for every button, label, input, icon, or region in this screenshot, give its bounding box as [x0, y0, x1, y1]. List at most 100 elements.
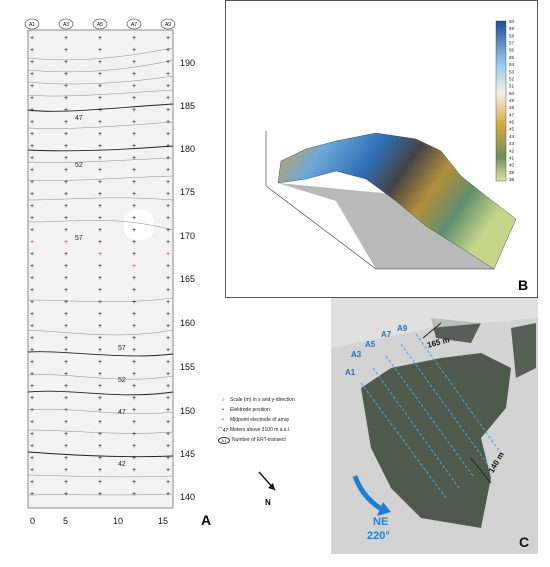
electrode-marker: +	[98, 287, 102, 294]
electrode-marker: +	[132, 203, 136, 210]
contour-label: 47	[75, 115, 83, 122]
electrode-marker: +	[166, 143, 170, 150]
electrode-marker: +	[30, 263, 34, 270]
electrode-marker: +	[30, 287, 34, 294]
legend-item: + Elektrode position	[216, 405, 326, 415]
electrode-marker: +	[64, 407, 68, 414]
electrode-marker: +	[64, 395, 68, 402]
y-tick: 155	[180, 362, 195, 372]
legend-item: A1 Number of ERT-transect	[216, 435, 326, 445]
legend-label: Scale (m) in x and y-direction	[230, 397, 295, 403]
electrode-marker: +	[166, 191, 170, 198]
electrode-marker: +	[166, 47, 170, 54]
electrode-marker: +	[64, 71, 68, 78]
contour-label: 42	[118, 461, 126, 468]
electrode-marker: +	[30, 71, 34, 78]
electrode-marker: +	[30, 275, 34, 282]
colorbar-tick: 46	[509, 120, 515, 125]
electrode-marker: +	[30, 251, 34, 258]
electrode-marker: +	[98, 83, 102, 90]
transect-label: A1	[29, 22, 35, 28]
electrode-marker: +	[64, 119, 68, 126]
electrode-marker: +	[30, 323, 34, 330]
colorbar-tick: 48	[509, 105, 515, 110]
transect-label: A5	[97, 22, 103, 28]
electrode-marker: +	[30, 467, 34, 474]
electrode-marker: +	[132, 107, 136, 114]
legend-label: Number of ERT-transect	[232, 437, 286, 443]
electrode-marker: +	[132, 179, 136, 186]
electrode-marker: +	[30, 371, 34, 378]
electrode-marker: +	[132, 479, 136, 486]
y-tick: 145	[180, 449, 195, 459]
electrode-marker: +	[98, 179, 102, 186]
electrode-marker: +	[166, 479, 170, 486]
legend-item: ○ Scale (m) in x and y-direction	[216, 395, 326, 405]
electrode-marker: +	[132, 275, 136, 282]
electrode-marker: +	[98, 275, 102, 282]
electrode-marker: +	[64, 323, 68, 330]
rock-outcrop	[361, 353, 511, 528]
electrode-marker: +	[98, 443, 102, 450]
electrode-marker: +	[98, 263, 102, 270]
electrode-marker: +	[132, 191, 136, 198]
electrode-marker: +	[98, 359, 102, 366]
electrode-marker: +	[64, 251, 68, 258]
colorbar-tick: 56	[509, 48, 515, 53]
electrode-marker: +	[98, 323, 102, 330]
electrode-marker: +	[98, 431, 102, 438]
colorbar-tick: 59	[509, 26, 515, 31]
x-axis-ticks: 0 5 10 15	[30, 516, 168, 526]
x-tick: 0	[30, 516, 35, 526]
panel-letter-c: C	[519, 534, 530, 550]
colorbar-tick: 50	[509, 91, 515, 96]
electrode-marker: +	[98, 227, 102, 234]
contour-lines	[27, 47, 174, 496]
electrode-marker: +	[64, 215, 68, 222]
electrode-marker: +	[132, 35, 136, 42]
electrode-marker: +	[64, 167, 68, 174]
electrode-marker: +	[98, 491, 102, 498]
transect-label: A5	[365, 340, 376, 349]
y-tick: 165	[180, 274, 195, 284]
electrode-marker: +	[64, 359, 68, 366]
colorbar-tick: 54	[509, 62, 515, 67]
electrode-marker: +	[30, 455, 34, 462]
direction-label: NE	[373, 516, 389, 528]
electrode-marker: +	[64, 191, 68, 198]
electrode-marker: +	[98, 59, 102, 66]
transect-marker	[92, 18, 108, 30]
electrode-marker: +	[98, 455, 102, 462]
electrode-marker: +	[98, 479, 102, 486]
panel-letter-b: B	[518, 277, 529, 293]
electrode-marker: +	[166, 275, 170, 282]
x-tick: 10	[113, 516, 123, 526]
electrode-marker: +	[98, 335, 102, 342]
electrode-marker: +	[64, 371, 68, 378]
electrode-marker: +	[166, 107, 170, 114]
transect-label: A3	[63, 22, 69, 28]
electrode-marker: +	[30, 491, 34, 498]
electrode-marker: +	[132, 407, 136, 414]
electrode-marker: +	[64, 203, 68, 210]
electrode-marker: +	[30, 191, 34, 198]
contour-label: 52	[75, 162, 83, 169]
legend-symbol: +	[221, 407, 225, 413]
electrode-marker: +	[132, 215, 136, 222]
electrode-marker: +	[166, 239, 170, 246]
dimension-line-right	[470, 457, 492, 484]
colorbar-tick: 47	[509, 112, 515, 117]
electrode-marker: +	[166, 203, 170, 210]
electrode-marker: +	[132, 131, 136, 138]
colorbar-ticks: 60 59 58 57 56 55 54 53 52 51 50 49 48 47 46 45 44 43 42 41…	[509, 19, 515, 182]
electrode-marker: +	[132, 83, 136, 90]
electrode-marker: +	[98, 71, 102, 78]
electrode-marker: +	[132, 95, 136, 102]
electrode-marker: +	[30, 167, 34, 174]
electrode-marker: +	[30, 227, 34, 234]
electrode-marker: +	[30, 95, 34, 102]
electrode-marker: +	[64, 419, 68, 426]
electrode-marker: +	[64, 83, 68, 90]
transect-header-row: A1 A3 A5 A7 A9	[24, 18, 176, 30]
y-tick: 170	[180, 231, 195, 241]
